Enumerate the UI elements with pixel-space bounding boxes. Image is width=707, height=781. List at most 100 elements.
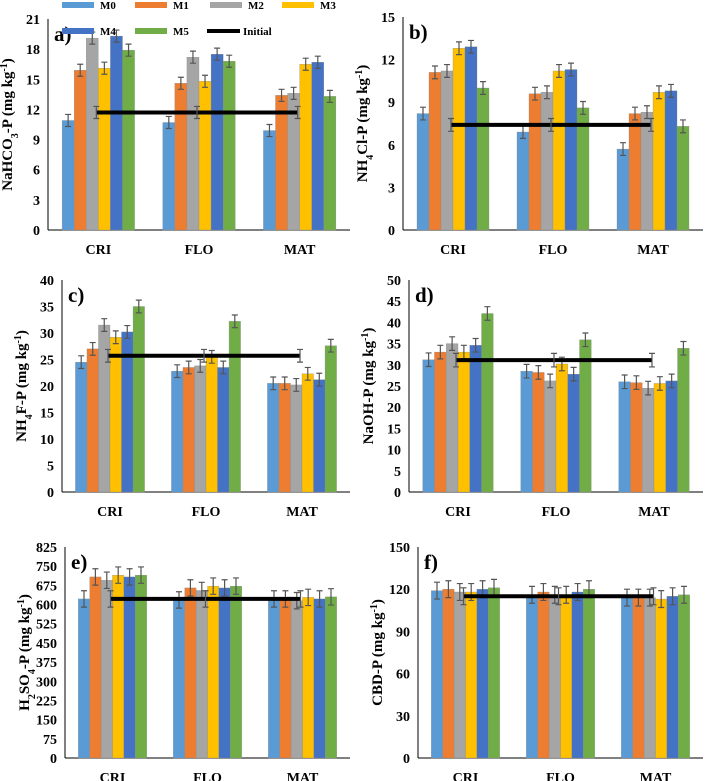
error-bar <box>92 568 99 586</box>
error-bar <box>210 577 217 595</box>
y-tick-label: 0 <box>47 486 54 501</box>
error-bar <box>680 340 687 356</box>
y-tick-label: 225 <box>36 694 57 709</box>
legend-swatch-M1 <box>135 2 167 8</box>
error-bar <box>632 106 638 121</box>
x-tick-label: MAT <box>638 505 670 520</box>
error-bar <box>304 366 311 381</box>
error-bar <box>445 580 452 599</box>
bar-M2-MAT <box>290 600 303 759</box>
bar-M4-MAT <box>665 380 678 493</box>
error-bar <box>126 568 133 586</box>
bar-M4-FLO <box>210 54 224 231</box>
bar-M3-MAT <box>653 383 666 493</box>
initial-error-bar <box>548 117 554 132</box>
y-tick-label: 21 <box>26 13 40 28</box>
error-bar <box>270 376 277 391</box>
x-tick-label: FLO <box>192 505 221 520</box>
error-bar <box>231 314 238 329</box>
error-bar <box>484 306 491 321</box>
error-bar <box>185 360 192 375</box>
error-bar <box>189 50 196 64</box>
error-bar <box>432 65 438 80</box>
x-tick-label: CRI <box>453 771 479 781</box>
y-tick-label: 15 <box>381 11 395 26</box>
y-tick-label: 9 <box>388 96 395 111</box>
bar-M1-CRI <box>89 576 102 759</box>
bar-M1-CRI <box>86 348 99 493</box>
bar-M0-MAT <box>263 130 276 231</box>
y-tick-label: 0 <box>394 486 401 501</box>
y-tick-label: 15 <box>387 422 401 437</box>
x-tick-label: FLO <box>193 771 222 781</box>
bar-M4-FLO <box>571 591 584 759</box>
error-bar <box>316 372 323 387</box>
x-tick-label: FLO <box>546 771 575 781</box>
y-tick-label: 75 <box>43 733 57 748</box>
legend-swatch-M2 <box>210 2 242 8</box>
x-tick-label: MAT <box>637 243 669 258</box>
bar-M0-MAT <box>616 148 630 231</box>
bar-M2-FLO <box>195 590 208 759</box>
error-bar <box>281 376 288 391</box>
error-bar <box>434 581 440 600</box>
error-bar <box>302 57 309 71</box>
error-bar <box>570 366 577 382</box>
error-bar <box>125 43 132 57</box>
y-tick-label: 9 <box>33 134 40 149</box>
legend-label-M4: M4 <box>100 26 116 38</box>
bar-M3-FLO <box>207 585 220 759</box>
x-tick-label: MAT <box>287 771 319 781</box>
y-tick-label: 3 <box>33 194 40 209</box>
error-bar <box>115 566 122 584</box>
y-tick-label: 30 <box>387 359 401 374</box>
x-tick-label: MAT <box>640 771 672 781</box>
initial-error-bar <box>105 348 111 363</box>
y-tick-label: 60 <box>396 668 410 683</box>
y-tick-label: 750 <box>36 560 57 575</box>
legend-label-M5: M5 <box>173 26 189 38</box>
bar-M2-FLO <box>540 92 554 231</box>
y-axis-label: NH4Cl-P (mg kg-1) <box>354 65 376 183</box>
error-bar <box>112 330 119 345</box>
initial-error-bar <box>194 105 200 120</box>
error-bar <box>101 318 108 333</box>
error-bar <box>78 355 85 370</box>
panel-label: f) <box>424 550 438 574</box>
bar-M3-MAT <box>299 64 312 231</box>
bar-M3-MAT <box>301 373 314 493</box>
bar-M0-FLO <box>520 371 533 493</box>
x-tick-label: MAT <box>284 243 316 258</box>
error-bar <box>656 85 662 100</box>
y-tick-label: 20 <box>387 401 401 416</box>
bar-M1-FLO <box>532 372 545 493</box>
bar-M1-FLO <box>184 587 197 759</box>
error-bar <box>328 588 334 606</box>
bar-M5-MAT <box>323 96 337 231</box>
bar-M2-CRI <box>86 37 99 231</box>
y-tick-label: 5 <box>394 465 401 480</box>
legend-swatch-M3 <box>282 2 314 8</box>
error-bar <box>645 380 652 396</box>
y-tick-label: 35 <box>387 338 401 353</box>
bar-M0-MAT <box>621 597 633 759</box>
y-tick-label: 0 <box>50 752 57 767</box>
y-axis-label: CBD-P (mg kg-1) <box>369 599 387 706</box>
bar-M5-FLO <box>230 585 242 759</box>
legend-swatch-M0 <box>62 2 94 8</box>
error-bar <box>305 588 312 607</box>
panel-c: 0 5 10 15 20 25 30 35 40 NH4F-P (mg kg-1) c) CRI FLO… <box>13 274 350 520</box>
panel-label: b) <box>409 20 428 44</box>
x-tick-label: CRI <box>100 771 126 781</box>
panel-label: c) <box>68 283 84 307</box>
bar-M1-FLO <box>537 591 550 759</box>
bar-M1-CRI <box>74 70 87 231</box>
error-bar <box>314 55 321 69</box>
bar-M1-MAT <box>632 597 645 759</box>
error-bar <box>547 373 554 389</box>
bar-M4-FLO <box>567 373 580 493</box>
initial-error-bar <box>650 587 657 606</box>
error-bar <box>456 582 463 602</box>
y-tick-label: 12 <box>26 103 40 118</box>
